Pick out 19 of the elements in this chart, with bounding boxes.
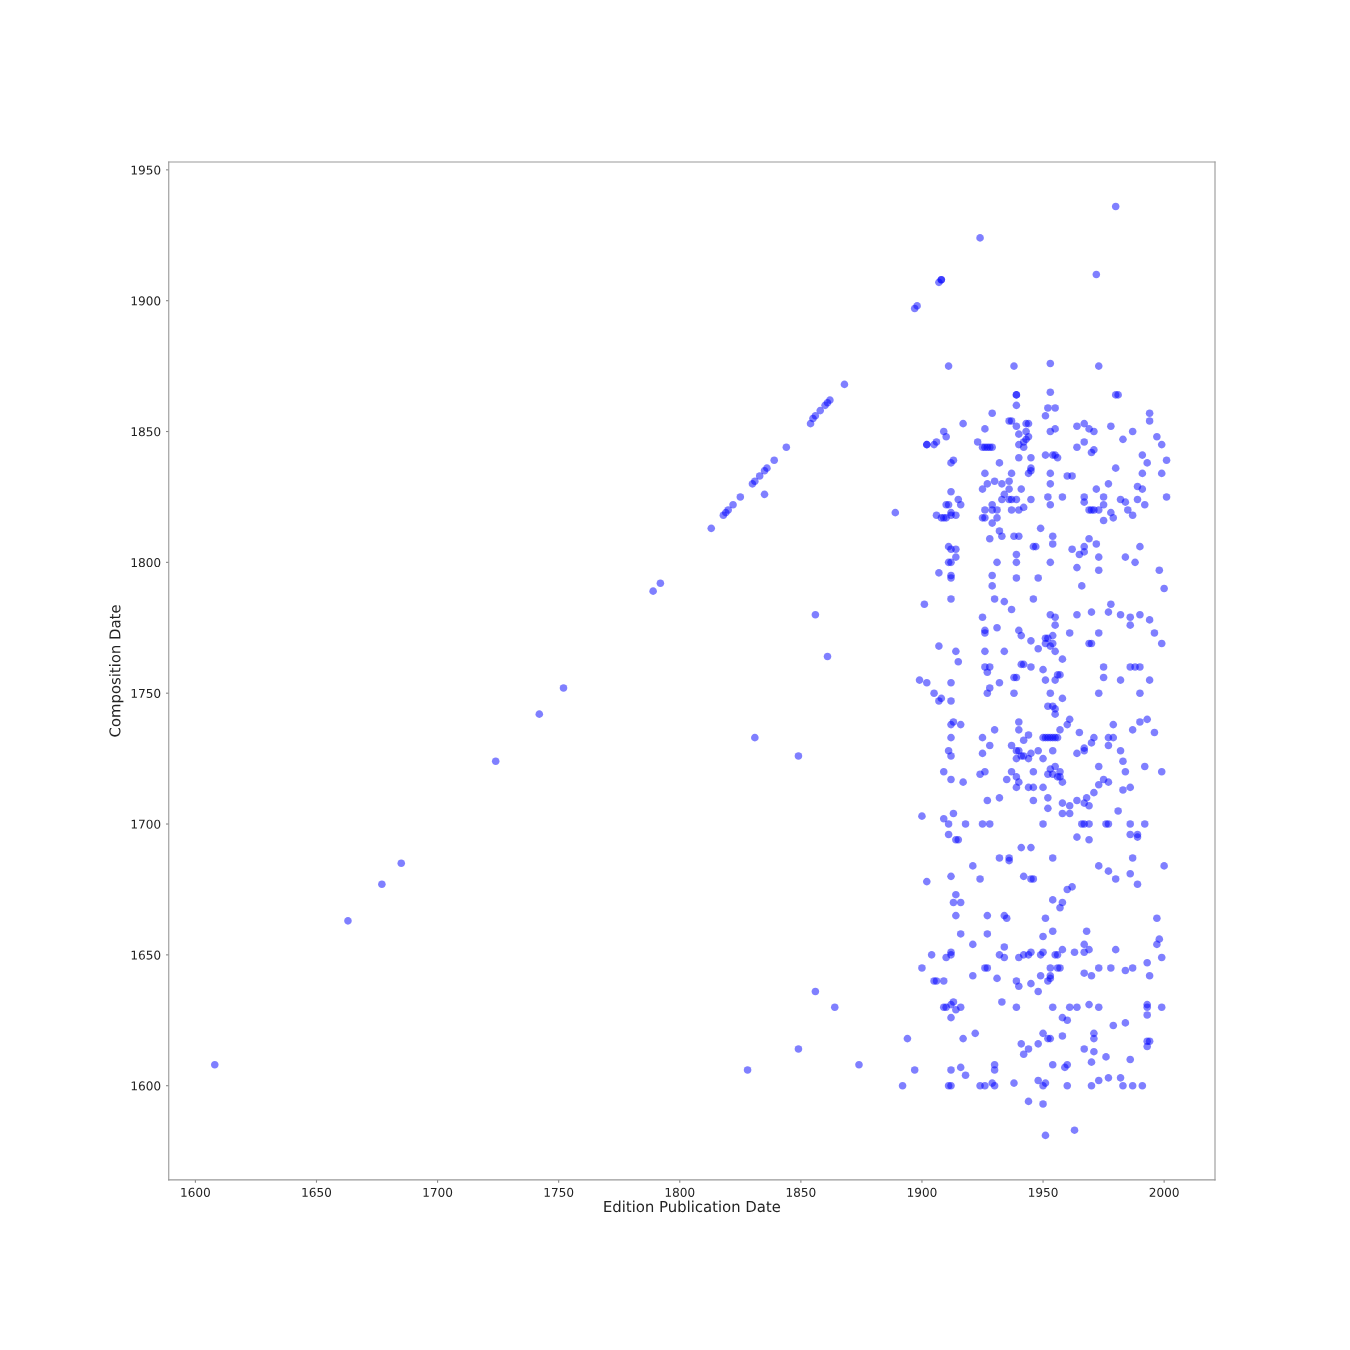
y-tick-label: 1850: [131, 427, 161, 437]
x-tick-label: 1750: [544, 1187, 574, 1197]
y-tick-label: 1800: [131, 557, 161, 568]
x-tick-label: 1700: [423, 1187, 453, 1197]
y-tick-label: 1600: [131, 1081, 161, 1091]
y-tick-label: 1750: [131, 688, 161, 698]
y-tick-label: 1950: [131, 165, 161, 175]
x-tick-label: 1900: [907, 1187, 937, 1197]
y-axis-title: Composition Date: [109, 605, 124, 737]
x-tick-label: 1650: [302, 1187, 332, 1197]
y-tick-label: 1650: [131, 950, 161, 960]
x-axis-title: Edition Publication Date: [604, 1200, 781, 1213]
x-tick-label: 2000: [1149, 1187, 1179, 1197]
x-tick-label: 1950: [1029, 1187, 1058, 1197]
y-tick-label: 1700: [131, 819, 161, 829]
y-tick-label: 1900: [131, 296, 161, 306]
x-tick-label: 1800: [665, 1187, 695, 1197]
x-tick-label: 1600: [181, 1187, 210, 1197]
x-tick-label: 1850: [786, 1187, 816, 1197]
